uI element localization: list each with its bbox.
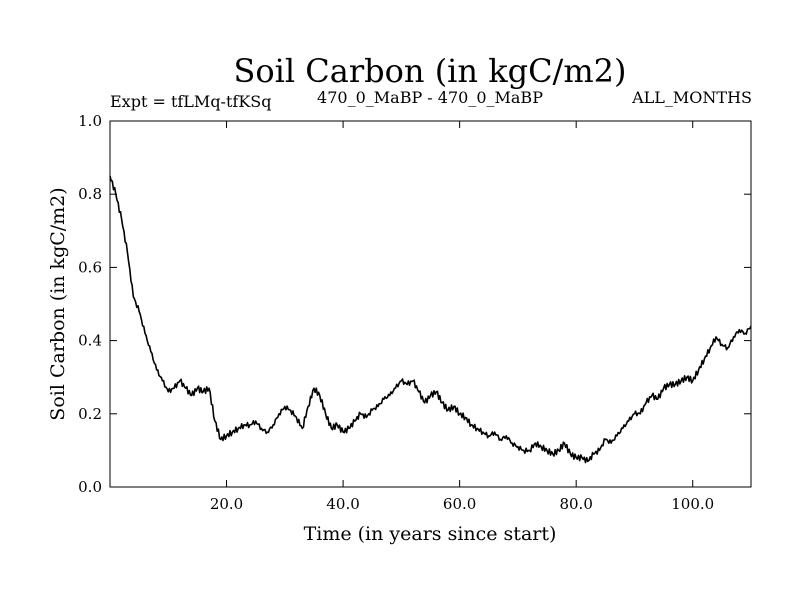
x-tick-label: 100.0 bbox=[671, 495, 714, 513]
x-axis-label: Time (in years since start) bbox=[304, 523, 557, 545]
period-label: 470_0_MaBP - 470_0_MaBP bbox=[317, 88, 543, 107]
x-tick-label: 80.0 bbox=[559, 495, 592, 513]
x-tick-label: 40.0 bbox=[326, 495, 359, 513]
y-axis: 0.0 0.2 0.4 0.6 0.8 1.0 bbox=[78, 112, 751, 496]
months-label: ALL_MONTHS bbox=[631, 88, 752, 107]
y-tick-label: 0.4 bbox=[78, 332, 102, 350]
y-tick-label: 0.8 bbox=[78, 185, 102, 203]
x-tick-label: 20.0 bbox=[210, 495, 243, 513]
soil-carbon-series-line bbox=[109, 175, 752, 464]
y-axis-label: Soil Carbon (in kgC/m2) bbox=[47, 187, 69, 420]
chart-title: Soil Carbon (in kgC/m2) bbox=[233, 52, 626, 90]
y-tick-label: 0.2 bbox=[78, 405, 102, 423]
y-tick-label: 0.6 bbox=[78, 258, 102, 276]
experiment-label: Expt = tfLMq-tfKSq bbox=[110, 92, 271, 111]
plot-frame bbox=[109, 120, 752, 488]
y-tick-label: 1.0 bbox=[78, 112, 102, 130]
x-axis: 20.0 40.0 60.0 80.0 100.0 bbox=[210, 121, 714, 513]
y-tick-label: 0.0 bbox=[78, 478, 102, 496]
x-tick-label: 60.0 bbox=[443, 495, 476, 513]
